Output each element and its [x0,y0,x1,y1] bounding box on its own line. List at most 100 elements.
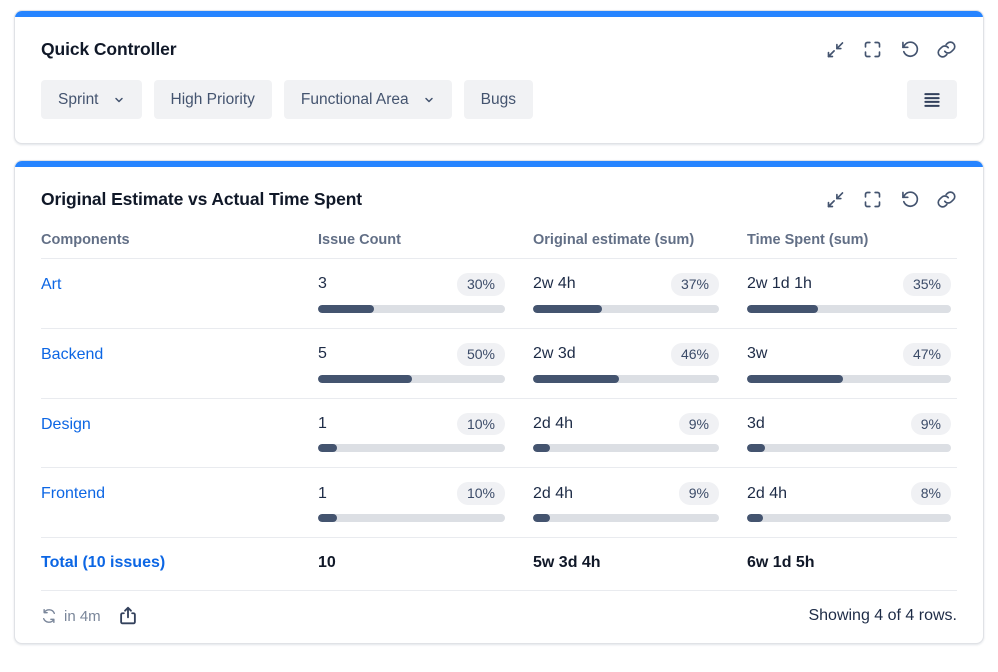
percentage-badge: 30% [456,273,505,296]
filter-label: Functional Area [300,90,409,108]
progress-bar [747,514,951,523]
link-icon[interactable] [936,39,957,60]
progress-bar [318,444,505,453]
expand-icon[interactable] [862,39,883,60]
cell-value: 3 [318,275,327,293]
component-link[interactable]: Frontend [41,485,106,503]
cell-value: 2w 1d 1h [747,275,812,293]
filter-menu-button[interactable] [907,80,957,119]
link-icon[interactable] [936,189,957,210]
filter-label: Bugs [480,90,516,108]
component-link[interactable]: Backend [41,345,104,363]
original-estimate-cell: 2d 4h 9% [533,482,747,523]
export-button[interactable] [117,605,139,627]
cell-value: 2w 4h [533,275,576,293]
time-spent-cell: 3w 47% [747,342,957,383]
chevron-down-icon [423,94,435,106]
filter-row: Sprint High Priority Functional Area Bug… [15,60,983,143]
progress-bar [533,444,719,453]
cell-value: 2d 4h [533,484,574,502]
percentage-badge: 37% [670,273,719,296]
reset-icon[interactable] [899,189,920,210]
report-footer: in 4m Showing 4 of 4 rows. [41,590,957,643]
expand-icon[interactable] [862,189,883,210]
cell-value: 2d 4h [533,414,574,432]
column-header-original-estimate[interactable]: Original estimate (sum) [533,232,695,248]
refresh-icon [42,609,56,624]
total-time-spent: 6w 1d 5h [747,554,815,572]
total-original-estimate: 5w 3d 4h [533,554,601,572]
time-spent-cell: 3d 9% [747,412,957,453]
table-row: Frontend 1 10% 2d 4h 9% 2d 4h 8% [41,468,957,539]
minimize-icon[interactable] [825,189,846,210]
minimize-icon[interactable] [825,39,846,60]
progress-bar [318,374,505,383]
row-count-status: Showing 4 of 4 rows. [808,607,957,625]
issue-count-cell: 1 10% [318,482,533,523]
total-issues-link[interactable]: Total (10 issues) [41,554,166,572]
percentage-badge: 10% [456,482,505,506]
column-header-issue-count[interactable]: Issue Count [318,232,401,248]
progress-bar [747,444,951,453]
percentage-badge: 9% [678,482,719,506]
percentage-badge: 8% [910,482,951,506]
progress-bar [318,304,505,313]
issue-count-cell: 5 50% [318,342,533,383]
refresh-countdown: in 4m [64,607,101,625]
filter-bugs-button[interactable]: Bugs [463,80,533,119]
cell-value: 2d 4h [747,484,788,502]
filter-label: High Priority [170,90,255,108]
progress-bar [747,304,951,313]
table-row: Design 1 10% 2d 4h 9% 3d 9% [41,399,957,469]
original-estimate-cell: 2w 4h 37% [533,273,747,313]
percentage-badge: 35% [902,273,951,296]
percentage-badge: 10% [456,412,505,436]
table-row: Backend 5 50% 2w 3d 46% 3w 47% [41,329,957,399]
panel-accent-bar [15,11,983,17]
time-spent-cell: 2w 1d 1h 35% [747,273,957,313]
percentage-badge: 9% [910,412,951,436]
reset-icon[interactable] [899,39,920,60]
report-title: Original Estimate vs Actual Time Spent [41,189,363,209]
filter-label: Sprint [58,90,99,108]
cell-value: 3d [747,414,765,432]
original-estimate-cell: 2d 4h 9% [533,412,747,453]
filter-high-priority-button[interactable]: High Priority [153,80,272,119]
progress-bar [533,374,719,383]
column-header-time-spent[interactable]: Time Spent (sum) [747,232,869,248]
progress-bar [533,304,719,313]
column-header-components[interactable]: Components [41,232,130,248]
cell-value: 1 [318,414,327,432]
time-spent-cell: 2d 4h 8% [747,482,957,523]
percentage-badge: 46% [670,342,719,366]
percentage-badge: 50% [456,342,505,366]
report-table: Components Issue Count Original estimate… [15,210,983,590]
component-link[interactable]: Art [41,276,62,293]
panel-header-actions [825,189,957,210]
filter-functional-area-dropdown[interactable]: Functional Area [283,80,452,119]
filter-sprint-dropdown[interactable]: Sprint [41,80,142,119]
quick-controller-panel: Quick Controller [14,10,984,144]
cell-value: 3w [747,345,768,363]
cell-value: 1 [318,484,327,502]
issue-count-cell: 3 30% [318,273,533,313]
table-header-row: Components Issue Count Original estimate… [41,224,957,259]
progress-bar [318,514,505,523]
panel-header-actions [825,39,957,60]
cell-value: 2w 3d [533,345,576,363]
table-total-row: Total (10 issues) 10 5w 3d 4h 6w 1d 5h [41,538,957,590]
chevron-down-icon [113,94,125,106]
percentage-badge: 9% [678,412,719,436]
issue-count-cell: 1 10% [318,412,533,453]
auto-refresh-control[interactable]: in 4m [41,608,101,625]
menu-lines-icon [922,90,942,110]
table-row: Art 3 30% 2w 4h 37% 2w 1d 1h 35% [41,259,957,329]
progress-bar [533,514,719,523]
estimate-report-panel: Original Estimate vs Actual Time Spent [14,160,984,645]
component-link[interactable]: Design [41,415,91,433]
percentage-badge: 47% [902,342,951,366]
total-issue-count: 10 [318,554,336,572]
page-title: Quick Controller [41,39,177,59]
original-estimate-cell: 2w 3d 46% [533,342,747,383]
progress-bar [747,374,951,383]
